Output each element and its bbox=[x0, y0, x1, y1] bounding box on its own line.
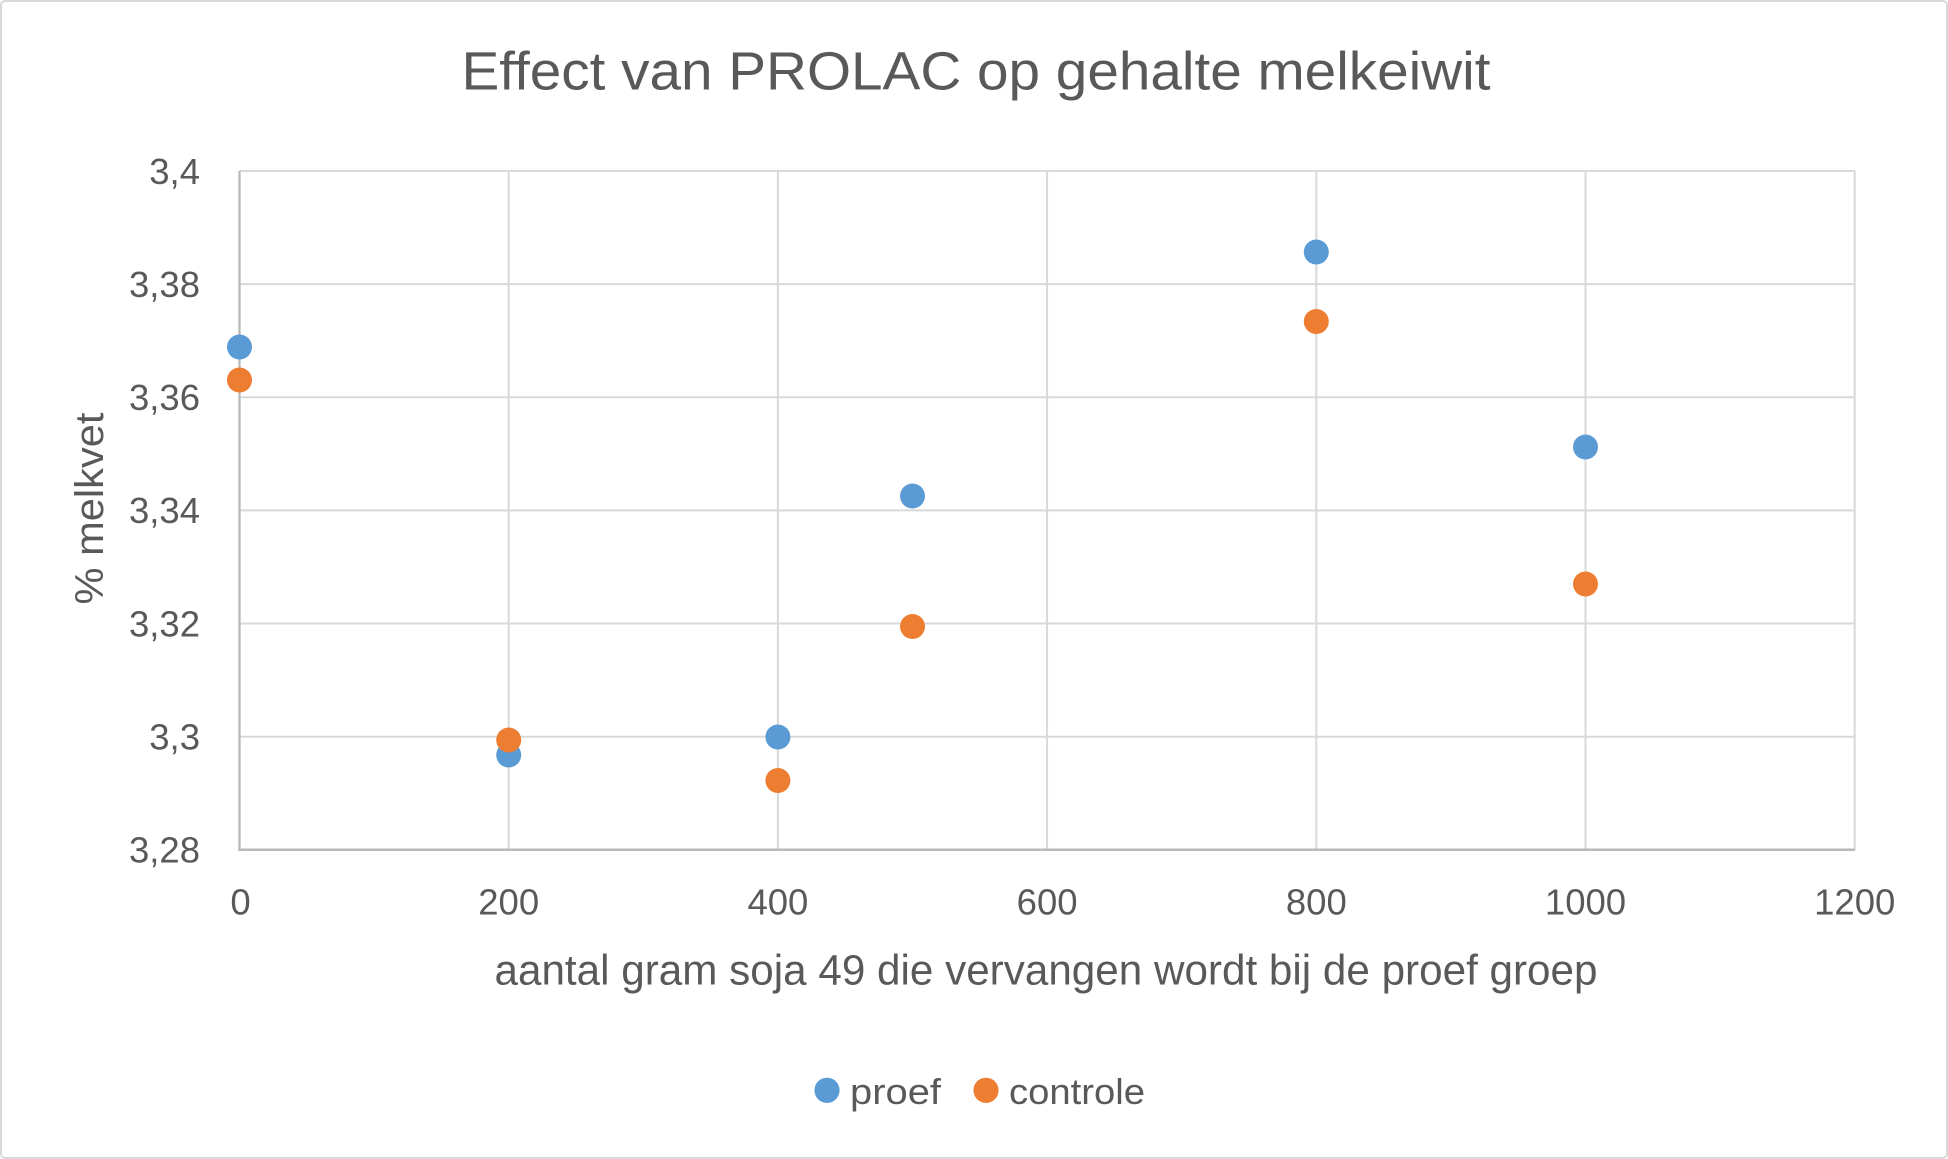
svg-text:200: 200 bbox=[478, 882, 539, 923]
svg-text:3,38: 3,38 bbox=[129, 264, 200, 305]
svg-text:0: 0 bbox=[230, 882, 250, 923]
svg-text:1000: 1000 bbox=[1545, 882, 1626, 923]
svg-text:% melkvet: % melkvet bbox=[68, 413, 112, 605]
svg-text:aantal gram soja 49 die vervan: aantal gram soja 49 die vervangen wordt … bbox=[495, 948, 1598, 995]
svg-text:proef: proef bbox=[850, 1071, 942, 1112]
svg-text:controle: controle bbox=[1009, 1071, 1145, 1112]
svg-text:3,32: 3,32 bbox=[129, 603, 200, 644]
svg-text:1200: 1200 bbox=[1814, 882, 1895, 923]
svg-text:3,3: 3,3 bbox=[149, 717, 200, 758]
svg-text:600: 600 bbox=[1017, 882, 1078, 923]
svg-text:3,28: 3,28 bbox=[129, 830, 200, 871]
svg-text:400: 400 bbox=[747, 882, 808, 923]
svg-text:3,34: 3,34 bbox=[129, 490, 200, 531]
svg-text:Effect van PROLAC op gehalte m: Effect van PROLAC op gehalte melkeiwit bbox=[462, 42, 1491, 102]
svg-text:3,36: 3,36 bbox=[129, 377, 200, 418]
svg-text:3,4: 3,4 bbox=[149, 151, 200, 192]
svg-text:800: 800 bbox=[1286, 882, 1347, 923]
